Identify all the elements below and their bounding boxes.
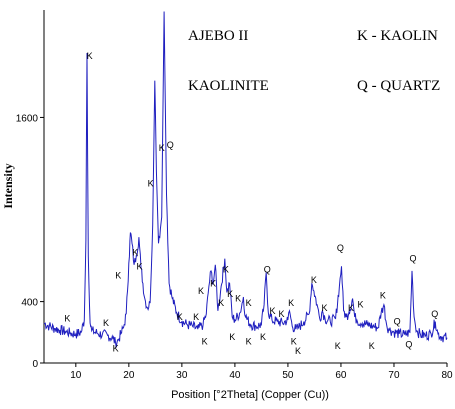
peak-label-kaolin: K [260, 332, 266, 342]
annotation-quartz-key: Q - QUARTZ [357, 78, 440, 94]
x-tick-label: 60 [335, 370, 347, 381]
peak-label-kaolin: K [246, 337, 252, 347]
y-axis-ticks: 0 400 1600 [16, 113, 44, 370]
x-tick-label: 70 [388, 370, 400, 381]
peak-label-kaolin: K [369, 341, 375, 351]
annotation-kaolin-key: K - KAOLIN [357, 28, 438, 44]
peak-label-quartz: Q [410, 254, 417, 264]
peak-label-kaolin: K [227, 289, 233, 299]
peak-label-quartz: Q [405, 340, 412, 350]
peak-label-kaolin: K [218, 298, 224, 308]
peak-label-kaolin: K [64, 314, 70, 324]
peak-label-quartz: Q [394, 317, 401, 327]
x-axis-ticks: 10 20 30 40 50 60 70 80 [70, 363, 453, 381]
peak-label-kaolin: K [279, 309, 285, 319]
peak-label-kaolin: K [348, 303, 354, 313]
peak-label-kaolin: K [113, 343, 119, 353]
peak-label-kaolin: K [202, 337, 208, 347]
peak-label-kaolin: K [210, 278, 216, 288]
peak-label-kaolin: K [358, 300, 364, 310]
x-tick-label: 80 [441, 370, 453, 381]
peak-label-kaolin: K [159, 143, 165, 153]
peak-label-kaolin: K [288, 298, 294, 308]
y-tick-label: 400 [21, 298, 38, 309]
peak-label-kaolin: K [193, 312, 199, 322]
chart-annotations: AJEBO II KAOLINITE K - KAOLIN Q - QUARTZ [188, 28, 440, 94]
peak-label-kaolin: K [291, 337, 297, 347]
peak-label-kaolin: K [246, 298, 252, 308]
peak-label-quartz: Q [167, 140, 174, 150]
y-tick-label: 0 [32, 359, 38, 370]
peak-label-kaolin: K [380, 291, 386, 301]
peak-label-kaolin: K [103, 318, 109, 328]
peak-label-kaolin: K [132, 248, 138, 258]
annotation-mineral: KAOLINITE [188, 78, 269, 94]
x-tick-label: 40 [229, 370, 241, 381]
peak-label-kaolin: K [322, 303, 328, 313]
y-tick-label: 1600 [16, 113, 39, 124]
peak-label-kaolin: K [235, 294, 241, 304]
x-tick-label: 30 [176, 370, 188, 381]
peak-label-kaolin: K [270, 306, 276, 316]
peak-label-kaolin: K [229, 332, 235, 342]
peak-label-kaolin: K [177, 312, 183, 322]
peak-label-kaolin: K [295, 346, 301, 356]
x-tick-label: 50 [282, 370, 294, 381]
x-tick-label: 20 [123, 370, 135, 381]
peak-label-quartz: Q [337, 243, 344, 253]
peak-label-kaolin: K [115, 271, 121, 281]
x-axis-label: Position [°2Theta] (Copper (Cu)) [171, 389, 329, 401]
y-axis-label: Intensity [1, 163, 15, 208]
peak-label-kaolin: K [223, 264, 229, 274]
diffraction-line [43, 11, 448, 348]
annotation-sample: AJEBO II [188, 28, 248, 44]
peak-label-kaolin: K [87, 51, 93, 61]
peak-label-kaolin: K [198, 286, 204, 296]
peak-label-kaolin: K [311, 275, 317, 285]
peak-label-kaolin: K [136, 261, 142, 271]
peak-label-quartz: Q [264, 264, 271, 274]
peak-label-quartz: Q [431, 309, 438, 319]
x-tick-label: 10 [70, 370, 82, 381]
peak-label-kaolin: K [335, 341, 341, 351]
peak-label-kaolin: K [148, 179, 154, 189]
